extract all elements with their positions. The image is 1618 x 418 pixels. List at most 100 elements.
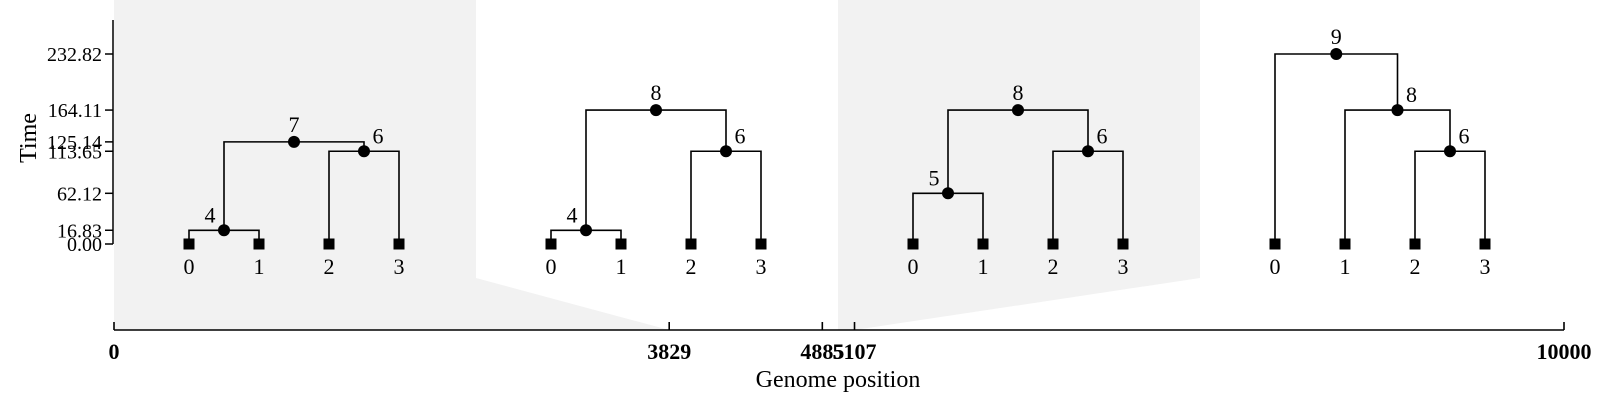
tree-0-sample-node-2	[323, 238, 335, 250]
tree-2-internal-node-6	[1082, 145, 1094, 158]
tree-1-node-label-4: 4	[567, 202, 578, 227]
tree-2-node-label-2: 2	[1048, 254, 1059, 279]
tree-0-internal-node-7	[288, 135, 300, 148]
tree-3-node-label-2: 2	[1410, 254, 1421, 279]
tree-0-node-label-7: 7	[289, 112, 300, 137]
tree-1-internal-node-6	[720, 145, 732, 158]
tree-2-internal-node-5	[942, 187, 954, 200]
genome-tick-label-0: 0	[109, 339, 120, 364]
tree-3-node-label-9: 9	[1331, 24, 1342, 49]
tree-2-edge-8-5	[947, 109, 1018, 194]
tree-1-edge-8-4	[585, 109, 656, 231]
time-tick-label-5: 164.11	[48, 100, 102, 122]
tree-0-edge-6-3	[364, 150, 400, 244]
tree-3-edge-9-8	[1336, 53, 1399, 111]
time-tick-label-4: 125.14	[47, 132, 102, 154]
tree-3-edge-8-1	[1344, 109, 1398, 244]
trees-layer: 0 1 2 3 4 6 7 0 1 2 3 4 6 8 0 1 2 3 5 6 8 0 1 2 3 6 8 9	[183, 24, 1491, 279]
genome-tick-label-2: 4885	[800, 339, 844, 364]
tree-2-edge-8-6	[1018, 109, 1089, 152]
tree-1-internal-node-4	[580, 224, 592, 237]
tree-2-sample-node-2	[1047, 238, 1059, 250]
tree-1-edge-6-2	[690, 150, 726, 244]
tree-3-edge-6-2	[1414, 150, 1450, 244]
tree-1-edge-6-3	[726, 150, 762, 244]
tree-1-edge-8-6	[656, 109, 727, 152]
tree-3-internal-node-6	[1444, 145, 1456, 158]
tree-2-interval-shade	[822, 0, 1200, 330]
tree-3-sample-node-0	[1269, 238, 1281, 250]
time-tick-label-1: 16.83	[57, 220, 102, 242]
time-tick-label-6: 232.82	[47, 44, 102, 66]
tree-1: 0 1 2 3 4 6 8	[545, 80, 767, 279]
tree-0-node-label-2: 2	[324, 254, 335, 279]
tree-0-internal-node-6	[358, 145, 370, 158]
tree-0-node-label-1: 1	[254, 254, 265, 279]
shade-layer	[114, 0, 1200, 330]
tree-3-internal-node-9	[1330, 48, 1343, 60]
tree-3-sample-node-3	[1479, 238, 1491, 250]
tree-3-node-label-0: 0	[1270, 254, 1281, 279]
genome-tick-label-1: 3829	[647, 339, 691, 364]
time-tick-label-0: 0.00	[67, 234, 102, 256]
genome-tick-label-3: 5107	[833, 339, 877, 364]
tree-3-sample-node-2	[1409, 238, 1421, 250]
tree-3: 0 1 2 3 6 8 9	[1269, 24, 1491, 279]
tree-1-internal-node-8	[650, 104, 662, 117]
tree-0-internal-node-4	[218, 224, 230, 237]
tree-1-node-label-6: 6	[735, 123, 746, 148]
tree-2-node-label-1: 1	[978, 254, 989, 279]
tree-1-sample-node-1	[615, 238, 627, 250]
tree-2-node-label-6: 6	[1097, 123, 1108, 148]
tree-2-edge-5-1	[948, 192, 984, 244]
tree-3-edge-9-0	[1274, 53, 1337, 244]
tree-3-node-label-6: 6	[1459, 123, 1470, 148]
tree-0-sample-node-0	[183, 238, 195, 250]
tree-2-node-label-5: 5	[929, 165, 940, 190]
time-tick-label-3: 113.65	[48, 141, 102, 163]
tree-1-node-label-1: 1	[616, 254, 627, 279]
time-axis-title: Time	[16, 113, 42, 163]
tree-2-node-label-8: 8	[1013, 80, 1024, 105]
tree-2-edge-5-0	[912, 192, 948, 244]
tree-2-node-label-0: 0	[908, 254, 919, 279]
tree-0-sample-node-1	[253, 238, 265, 250]
tree-1-sample-node-0	[545, 238, 557, 250]
tree-2: 0 1 2 3 5 6 8	[907, 80, 1129, 279]
tree-0-edge-6-2	[328, 150, 364, 244]
tree-3-sample-node-1	[1339, 238, 1351, 250]
tree-2-edge-6-2	[1052, 150, 1088, 244]
tree-0-edge-7-4	[223, 141, 294, 231]
tree-3-internal-node-8	[1391, 104, 1404, 117]
tree-0: 0 1 2 3 4 6 7	[183, 112, 405, 279]
tree-1-sample-node-2	[685, 238, 697, 250]
tree-0-sample-node-3	[393, 238, 405, 250]
tree-2-sample-node-3	[1117, 238, 1129, 250]
tree-2-edge-6-3	[1088, 150, 1124, 244]
tree-0-node-label-6: 6	[373, 123, 384, 148]
tree-3-node-label-8: 8	[1406, 82, 1417, 107]
tree-3-edge-8-6	[1397, 109, 1451, 152]
tree-2-sample-node-0	[907, 238, 919, 250]
tree-0-node-label-4: 4	[205, 202, 216, 227]
tree-3-node-label-3: 3	[1480, 254, 1491, 279]
tree-0-interval-shade	[114, 0, 670, 330]
tree-1-sample-node-3	[755, 238, 767, 250]
genome-tick-label-4: 10000	[1537, 339, 1592, 364]
time-tick-label-2: 62.12	[57, 183, 102, 205]
tree-3-edge-6-3	[1450, 150, 1486, 244]
tree-1-node-label-2: 2	[686, 254, 697, 279]
tree-2-internal-node-8	[1012, 104, 1024, 117]
genome-axis-title: Genome position	[756, 367, 921, 393]
tree-0-node-label-3: 3	[394, 254, 405, 279]
tree-1-node-label-3: 3	[756, 254, 767, 279]
tree-1-node-label-8: 8	[651, 80, 662, 105]
tree-2-sample-node-1	[977, 238, 989, 250]
tree-3-node-label-1: 1	[1340, 254, 1351, 279]
tree-0-node-label-0: 0	[184, 254, 195, 279]
tree-2-node-label-3: 3	[1118, 254, 1129, 279]
tree-1-node-label-0: 0	[546, 254, 557, 279]
